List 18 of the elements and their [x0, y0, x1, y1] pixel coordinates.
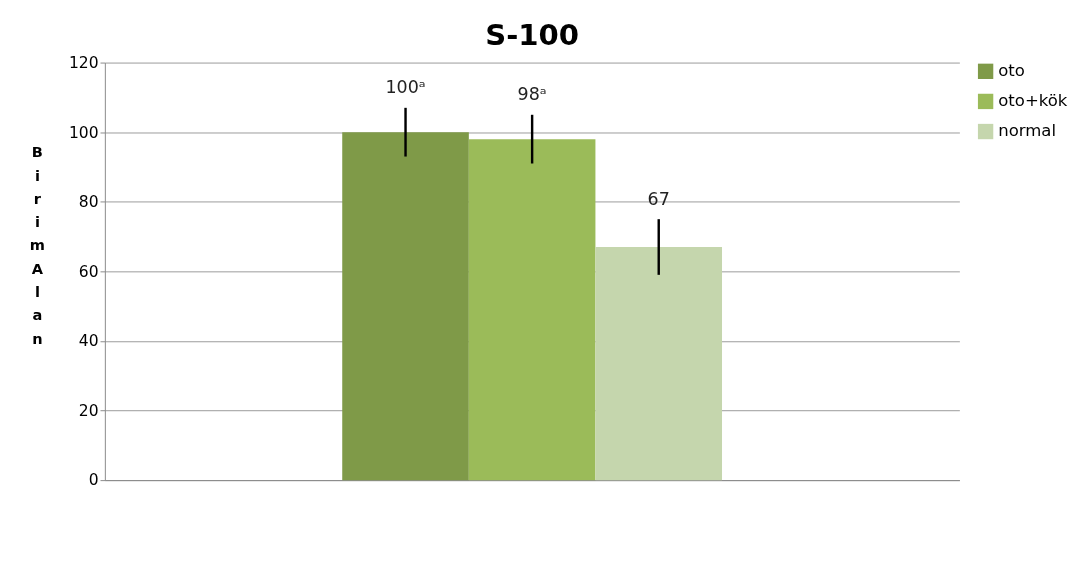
y-tick-label: 20 — [78, 401, 99, 420]
y-tick-label: 0 — [88, 471, 99, 490]
chart-title: S-100 — [485, 18, 580, 53]
y-tick-label: 60 — [78, 262, 99, 281]
bar — [595, 247, 723, 481]
legend-label: oto — [998, 61, 1025, 81]
y-tick-label: 40 — [78, 332, 99, 351]
text: Birim Alan — [29, 143, 45, 347]
y-tick-label: 80 — [78, 193, 99, 212]
bar — [342, 132, 469, 481]
legend-label: oto+kök — [998, 91, 1068, 111]
data-label: 67 — [647, 188, 670, 209]
y-tick-label: 120 — [68, 53, 99, 72]
y-tick-label: 100 — [68, 123, 99, 142]
data-label: 98ᵃ — [517, 84, 547, 105]
data-label: 100ᵃ — [385, 77, 426, 98]
legend-label: normal — [998, 121, 1057, 141]
bar — [468, 139, 596, 481]
